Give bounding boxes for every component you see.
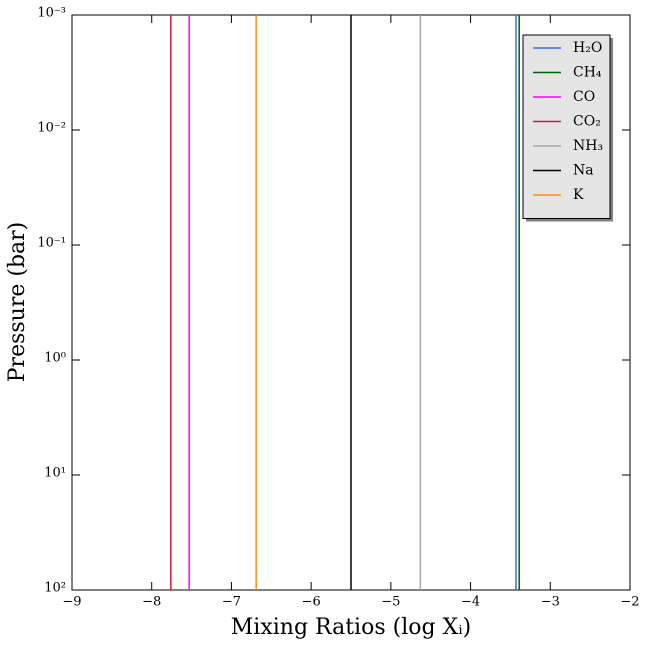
legend-label: CH₄	[573, 65, 602, 81]
y-tick-label: 10⁻²	[37, 121, 66, 136]
y-tick-label: 10⁻³	[37, 6, 66, 21]
legend-label: CO	[573, 89, 595, 105]
x-tick-label: −8	[142, 595, 161, 610]
x-tick-label: −2	[620, 595, 639, 610]
y-tick-label: 10²	[44, 581, 66, 596]
legend-label: CO₂	[573, 114, 601, 130]
y-tick-label: 10⁻¹	[37, 236, 66, 251]
x-tick-label: −3	[541, 595, 560, 610]
x-axis-label: Mixing Ratios (log Xᵢ)	[231, 615, 471, 640]
x-tick-label: −4	[461, 595, 480, 610]
legend-label: H₂O	[573, 40, 602, 56]
legend-label: Na	[573, 163, 594, 179]
legend-box	[522, 34, 611, 219]
x-tick-label: −7	[222, 595, 241, 610]
x-tick-label: −9	[62, 595, 81, 610]
y-tick-label: 10¹	[44, 466, 66, 481]
legend-label: NH₃	[573, 138, 603, 154]
y-axis-label: Pressure (bar)	[5, 222, 30, 383]
y-tick-label: 10⁰	[44, 351, 66, 366]
legend-label: K	[573, 187, 584, 203]
x-tick-label: −6	[302, 595, 321, 610]
x-tick-label: −5	[381, 595, 400, 610]
